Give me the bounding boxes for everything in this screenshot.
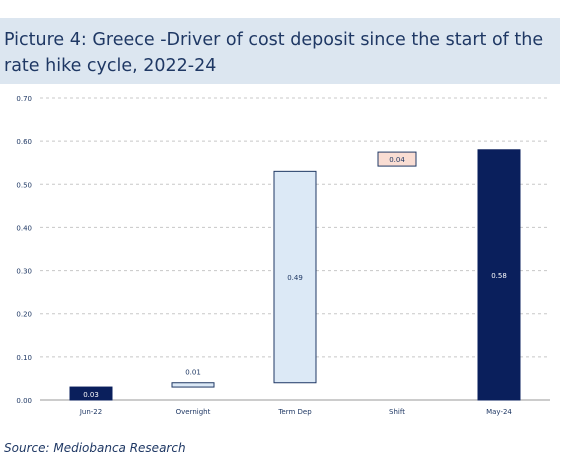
y-tick-label: 0.10 xyxy=(16,354,32,362)
y-tick-label: 0.00 xyxy=(16,397,32,405)
data-label: 0.49 xyxy=(287,274,303,282)
bar-overnight xyxy=(171,382,215,388)
chart-title: Picture 4: Greece -Driver of cost deposi… xyxy=(4,30,544,76)
bar-jun-22 xyxy=(69,386,113,401)
x-tick-label: Jun-22 xyxy=(79,408,102,416)
x-tick-label: May-24 xyxy=(486,408,512,416)
bar-shift xyxy=(377,151,417,167)
data-label: 0.01 xyxy=(185,369,201,377)
data-label: 0.03 xyxy=(83,391,99,399)
data-label: 0.58 xyxy=(491,272,507,280)
data-label: 0.04 xyxy=(389,156,405,164)
x-tick-label: Term Dep xyxy=(277,408,312,416)
title-band xyxy=(0,18,560,84)
y-tick-label: 0.70 xyxy=(16,95,32,103)
y-tick-label: 0.60 xyxy=(16,138,32,146)
y-tick-label: 0.40 xyxy=(16,224,32,232)
y-tick-label: 0.20 xyxy=(16,311,32,319)
bar-term-dep xyxy=(273,170,317,384)
x-tick-label: Overnight xyxy=(176,408,211,416)
y-tick-label: 0.30 xyxy=(16,268,32,276)
x-tick-label: Shift xyxy=(389,408,405,416)
y-tick-label: 0.50 xyxy=(16,181,32,189)
bar-may-24 xyxy=(477,149,521,401)
waterfall-chart: 0.00 0.10 0.20 0.30 0.40 0.50 0.60 0.70 0.03 Jun-… xyxy=(16,95,550,416)
source-note: Source: Mediobanca Research xyxy=(4,441,186,455)
